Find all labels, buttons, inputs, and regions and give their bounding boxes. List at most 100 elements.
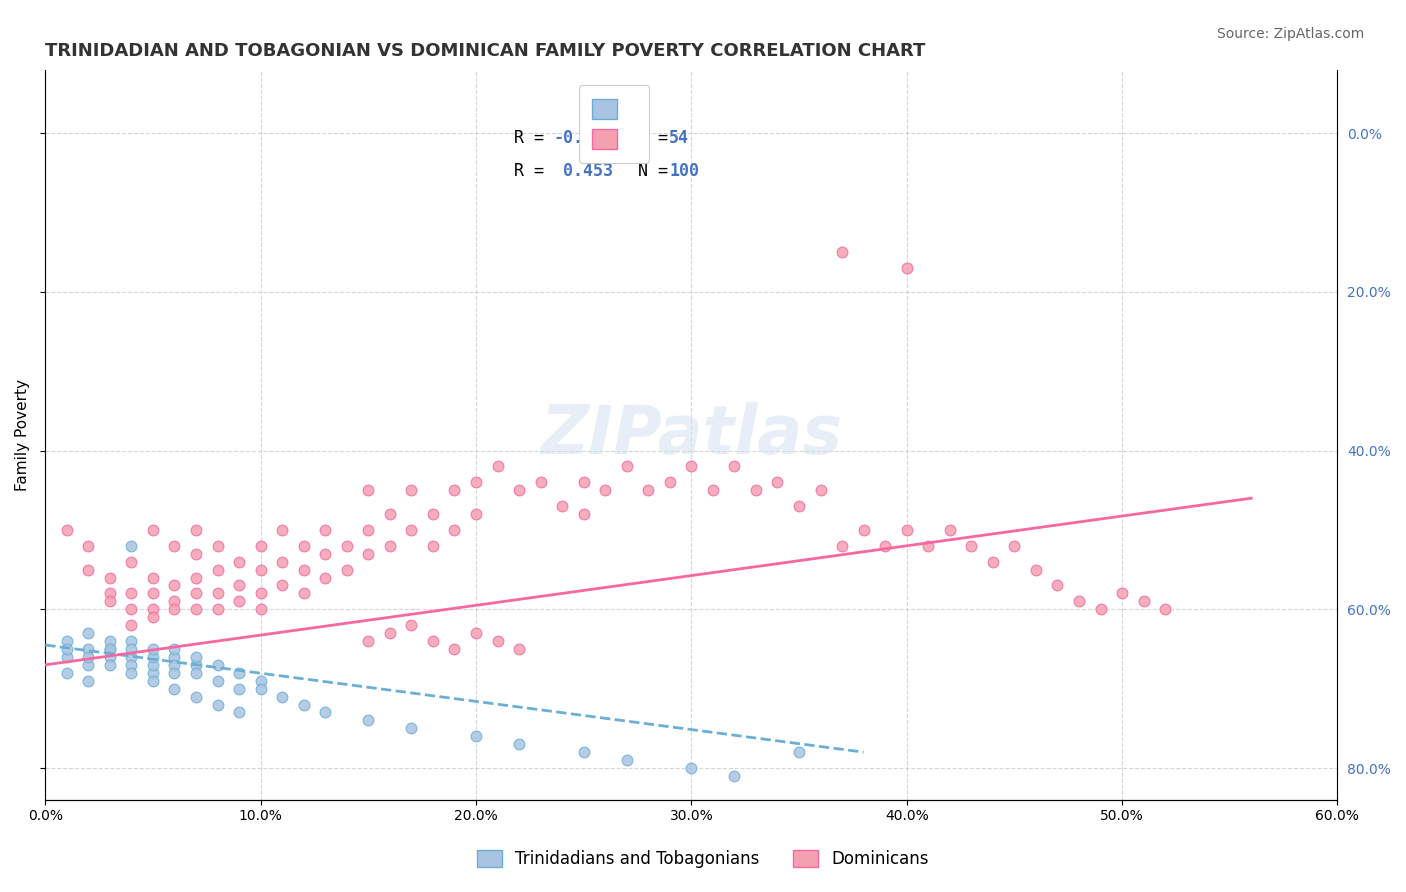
Point <box>56 634 79 648</box>
Point <box>875 539 897 553</box>
Point <box>1067 594 1090 608</box>
Point <box>207 539 229 553</box>
Point <box>184 547 207 561</box>
Point <box>120 586 142 600</box>
Point <box>508 737 530 751</box>
Point <box>98 649 121 664</box>
Point <box>163 642 186 657</box>
Point <box>142 673 165 688</box>
Point <box>184 602 207 616</box>
Text: TRINIDADIAN AND TOBAGONIAN VS DOMINICAN FAMILY POVERTY CORRELATION CHART: TRINIDADIAN AND TOBAGONIAN VS DOMINICAN … <box>45 42 925 60</box>
Point <box>249 681 271 696</box>
Point <box>314 547 336 561</box>
Point <box>56 523 79 537</box>
Point <box>163 539 186 553</box>
Point <box>723 769 745 783</box>
Point <box>249 673 271 688</box>
Point <box>572 745 595 759</box>
Point <box>142 610 165 624</box>
Point <box>163 594 186 608</box>
Point <box>184 523 207 537</box>
Point <box>529 475 551 490</box>
Point <box>120 539 142 553</box>
Point <box>551 499 574 513</box>
Point <box>249 602 271 616</box>
Point <box>77 539 100 553</box>
Point <box>184 586 207 600</box>
Point <box>249 586 271 600</box>
Text: R =: R = <box>515 128 554 146</box>
Point <box>228 681 250 696</box>
Point <box>1025 563 1047 577</box>
Point <box>163 681 186 696</box>
Text: ZIPatlas: ZIPatlas <box>540 401 842 467</box>
Point <box>745 483 768 498</box>
Point <box>207 698 229 712</box>
Point <box>465 507 488 521</box>
Point <box>508 642 530 657</box>
Point <box>56 665 79 680</box>
Point <box>292 698 315 712</box>
Y-axis label: Family Poverty: Family Poverty <box>15 379 30 491</box>
Point <box>681 761 703 775</box>
Point <box>184 570 207 584</box>
Point <box>443 523 465 537</box>
Point <box>401 722 423 736</box>
Point <box>702 483 724 498</box>
Point <box>98 642 121 657</box>
Point <box>357 714 380 728</box>
Point <box>207 602 229 616</box>
Point <box>271 690 294 704</box>
Point <box>960 539 983 553</box>
Point <box>1154 602 1177 616</box>
Legend: Trinidadians and Tobagonians, Dominicans: Trinidadians and Tobagonians, Dominicans <box>471 843 935 875</box>
Point <box>271 523 294 537</box>
Point <box>271 555 294 569</box>
Point <box>637 483 659 498</box>
Point <box>378 507 401 521</box>
Point <box>120 642 142 657</box>
Text: 0.453: 0.453 <box>553 161 613 179</box>
Text: N =: N = <box>617 161 678 179</box>
Point <box>142 586 165 600</box>
Point <box>120 618 142 632</box>
Point <box>207 657 229 672</box>
Point <box>852 523 875 537</box>
Point <box>422 507 444 521</box>
Point <box>142 649 165 664</box>
Point <box>249 563 271 577</box>
Point <box>1002 539 1025 553</box>
Text: -0.258: -0.258 <box>553 128 613 146</box>
Point <box>120 657 142 672</box>
Point <box>357 483 380 498</box>
Point <box>357 547 380 561</box>
Point <box>228 578 250 592</box>
Point <box>98 594 121 608</box>
Point <box>207 673 229 688</box>
Point <box>142 523 165 537</box>
Point <box>163 602 186 616</box>
Point <box>228 594 250 608</box>
Point <box>207 586 229 600</box>
Point <box>616 459 638 474</box>
Point <box>1046 578 1069 592</box>
Point <box>723 459 745 474</box>
Point <box>443 483 465 498</box>
Text: N =: N = <box>617 128 678 146</box>
Point <box>207 563 229 577</box>
Point <box>378 626 401 640</box>
Point <box>681 459 703 474</box>
Point <box>271 578 294 592</box>
Point <box>163 657 186 672</box>
Point <box>163 649 186 664</box>
Legend:  ,  : , <box>579 86 650 162</box>
Point <box>357 523 380 537</box>
Point <box>184 649 207 664</box>
Point <box>766 475 789 490</box>
Point <box>120 665 142 680</box>
Point <box>228 665 250 680</box>
Point <box>443 642 465 657</box>
Point <box>98 586 121 600</box>
Point <box>572 507 595 521</box>
Point <box>831 245 853 260</box>
